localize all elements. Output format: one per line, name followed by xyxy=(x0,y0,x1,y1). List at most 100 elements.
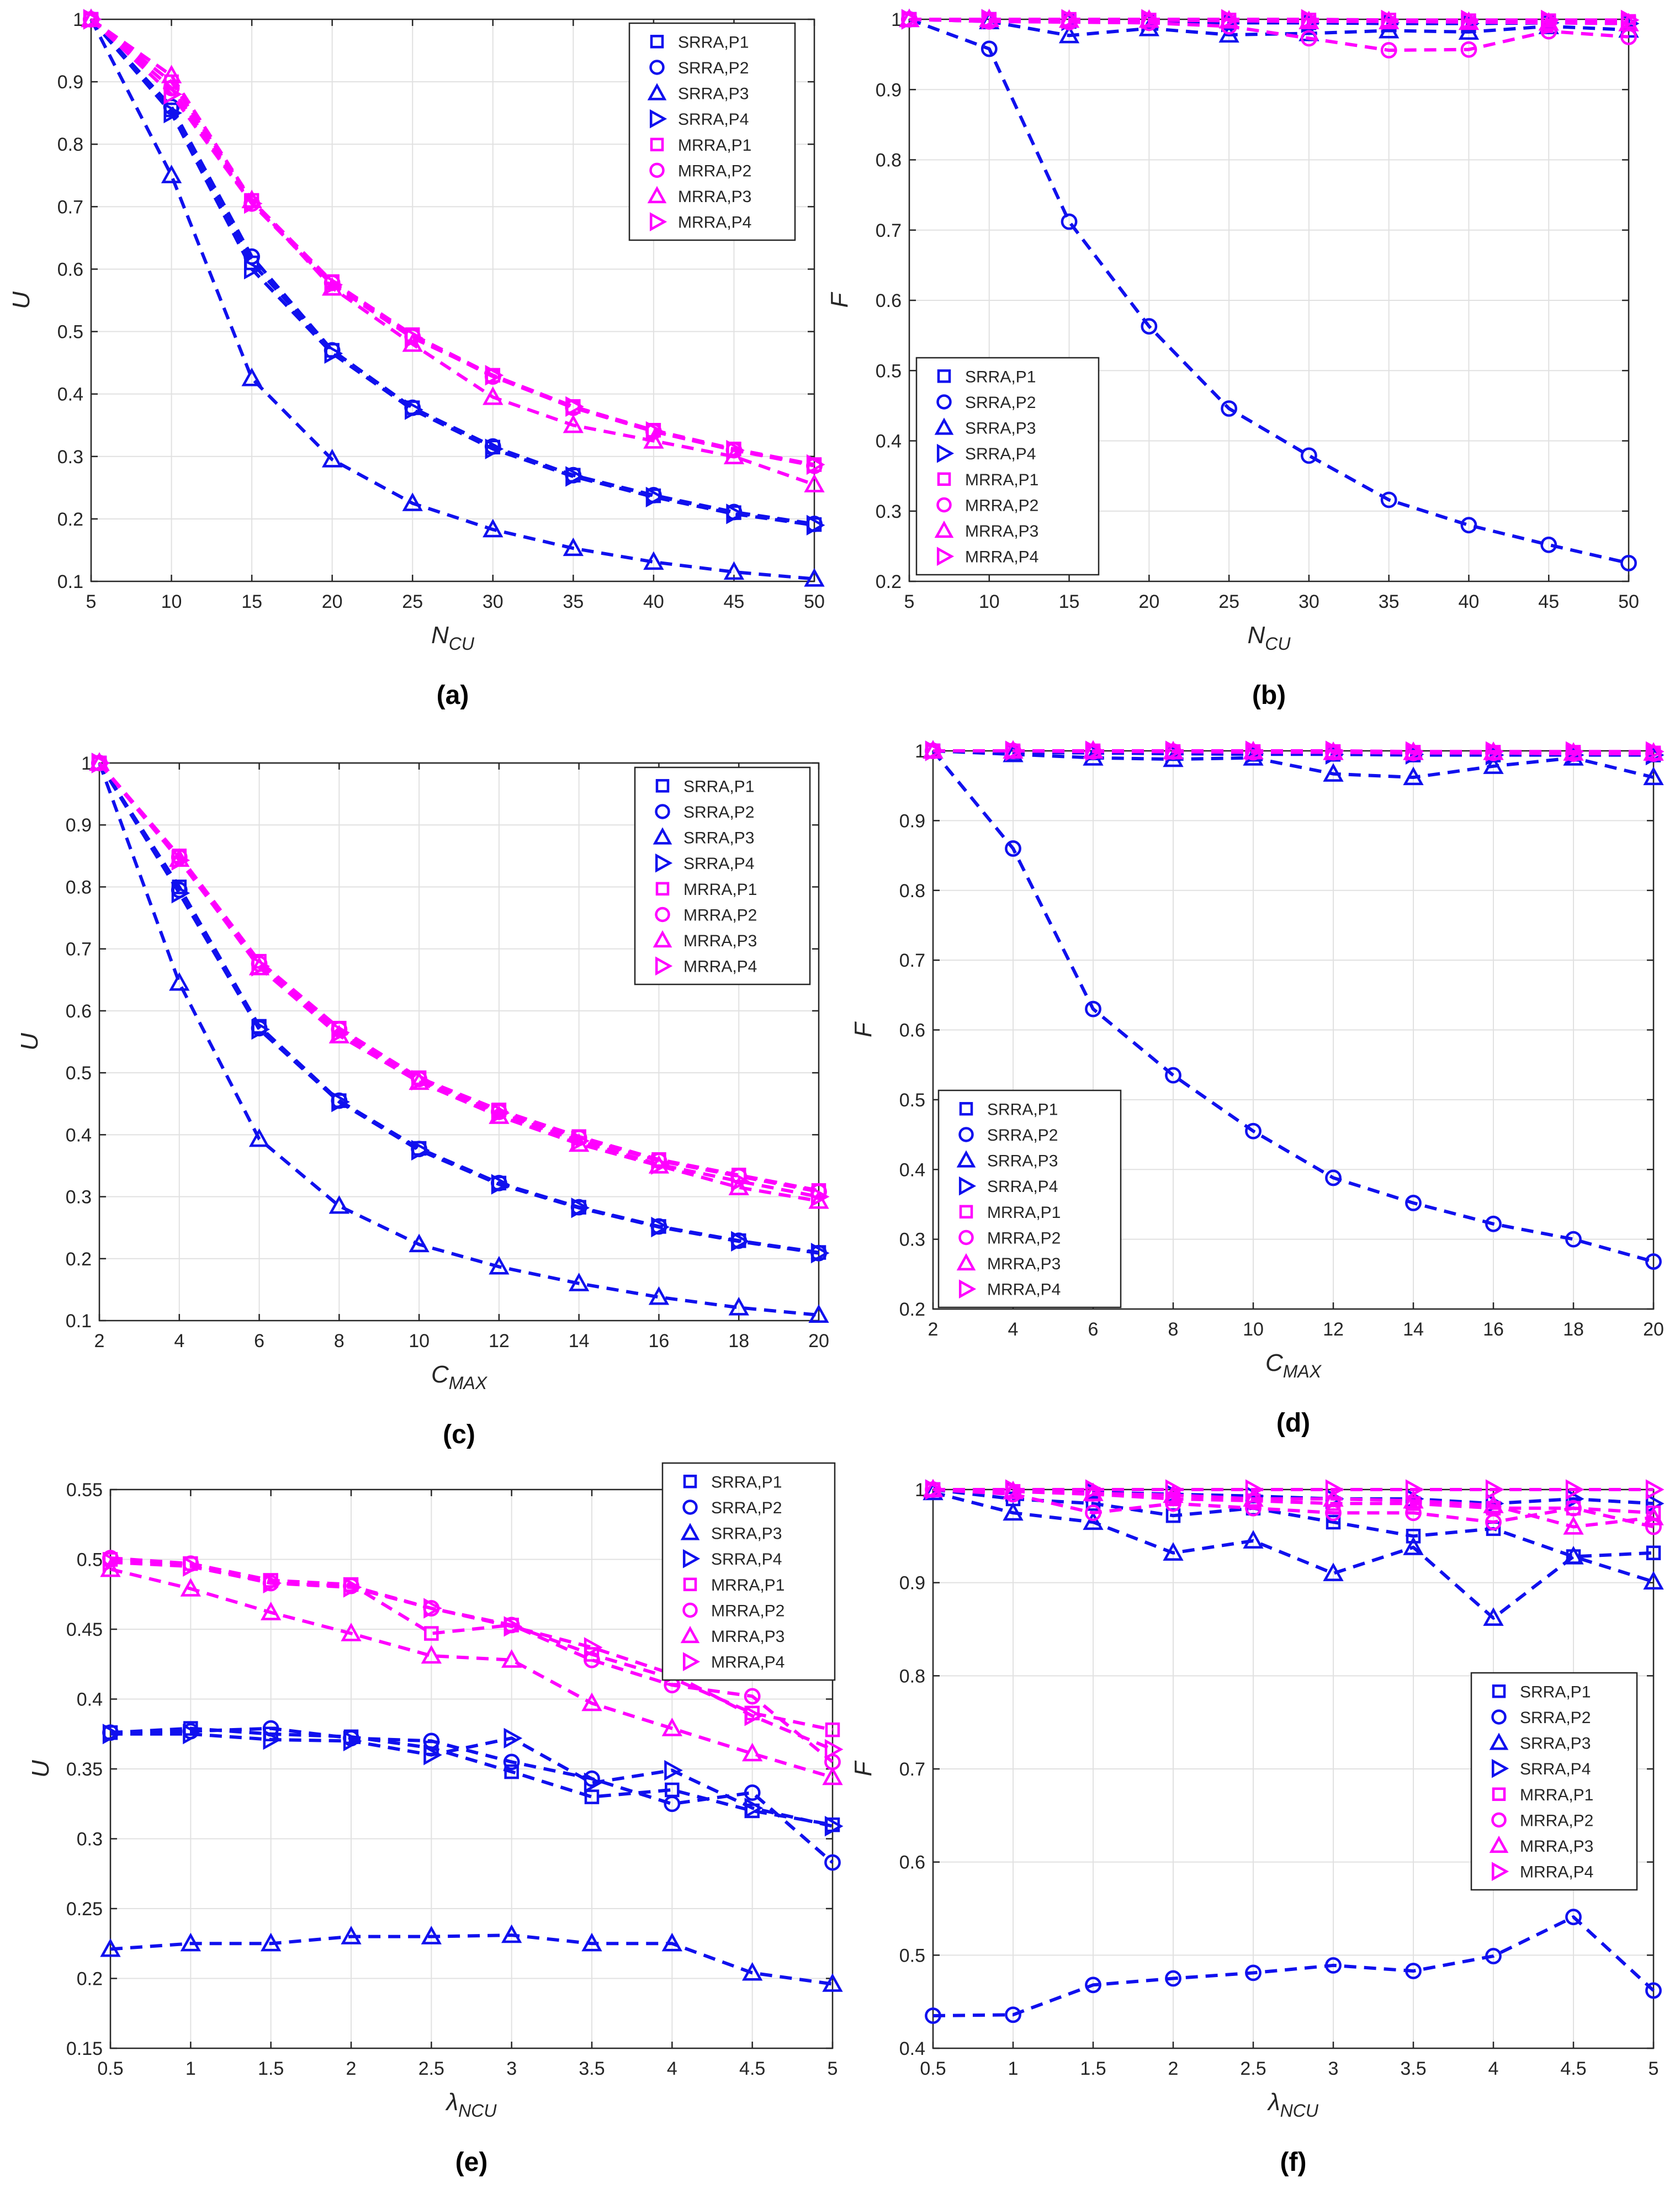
x-tick-label: 45 xyxy=(1538,591,1559,612)
data-point-triangle-up-marker xyxy=(1483,1607,1504,1626)
data-point-triangle-right-marker xyxy=(565,396,584,417)
legend-label: MRRA,P3 xyxy=(711,1628,785,1646)
legend-item: SRRA,P3 xyxy=(653,827,754,847)
x-tick-label: 0.5 xyxy=(97,2058,123,2079)
x-tick-label: 30 xyxy=(483,591,504,612)
legend-item: SRRA,P4 xyxy=(649,109,749,129)
y-tick-label: 0.4 xyxy=(899,1159,925,1180)
data-point-triangle-up-marker xyxy=(728,1177,749,1195)
data-point-triangle-right-marker xyxy=(1221,9,1240,30)
data-point-circle-marker xyxy=(1221,400,1238,417)
data-point-triangle-right-marker xyxy=(504,1728,523,1749)
data-point-triangle-right-marker xyxy=(251,1019,271,1040)
data-point-triangle-right-marker xyxy=(251,956,271,977)
x-tick-label: 10 xyxy=(161,591,182,612)
x-tick-label: 2.5 xyxy=(418,2058,444,2079)
data-point-triangle-up-marker xyxy=(81,8,102,28)
panel-caption: (d) xyxy=(1276,1408,1310,1438)
x-axis-label-main: λ xyxy=(1267,2089,1280,2116)
y-tick-label: 0.5 xyxy=(899,1945,925,1966)
data-point-triangle-up-marker xyxy=(1163,1542,1184,1561)
x-tick-label: 10 xyxy=(1243,1319,1264,1340)
legend-item: SRRA,P3 xyxy=(647,83,749,103)
legend-label: SRRA,P2 xyxy=(1520,1709,1591,1727)
legend-triangle-up-marker xyxy=(680,1625,700,1644)
legend-label: MRRA,P1 xyxy=(678,136,751,155)
series-mrra-p4 xyxy=(91,753,830,1207)
legend-square-marker xyxy=(655,779,670,793)
legend-item: SRRA,P4 xyxy=(936,443,1036,463)
data-point-triangle-right-marker xyxy=(1245,740,1264,761)
data-point-circle-marker xyxy=(664,1795,681,1813)
x-tick-label: 0.5 xyxy=(920,2058,946,2079)
data-point-triangle-up-marker xyxy=(321,448,343,468)
data-point-circle-marker xyxy=(1325,1957,1342,1974)
legend-item: MRRA,P3 xyxy=(653,930,757,950)
data-point-triangle-up-marker xyxy=(260,1602,282,1620)
legend-label: MRRA,P3 xyxy=(1520,1837,1593,1856)
legend-label: SRRA,P2 xyxy=(683,803,754,822)
legend-square-marker xyxy=(937,472,951,486)
x-tick-label: 6 xyxy=(254,1331,264,1352)
legend-label: MRRA,P2 xyxy=(683,906,757,924)
data-point-triangle-up-marker xyxy=(822,1973,843,1992)
chart-panel-f: 0.5 1 1.5 2 2.5 3 3.5 4 4.5 50.40.50.60.70.80.91λ… xyxy=(850,1479,1665,2177)
legend-label: MRRA,P2 xyxy=(678,162,751,180)
legend-label: SRRA,P3 xyxy=(987,1152,1058,1170)
series-srra-p2 xyxy=(925,743,1662,1270)
data-point-triangle-up-marker xyxy=(1643,1571,1664,1590)
series-line xyxy=(89,18,815,467)
series-line xyxy=(932,1488,1654,1529)
series-srra-p2 xyxy=(925,1909,1662,2024)
x-tick-label: 25 xyxy=(402,591,423,612)
series-line xyxy=(908,18,1629,565)
x-tick-label: 5 xyxy=(1649,2058,1659,2079)
panel-caption: (a) xyxy=(437,681,469,710)
legend-square-marker xyxy=(959,1205,973,1219)
x-tick-label: 40 xyxy=(643,591,664,612)
y-tick-label: 0.2 xyxy=(876,571,902,592)
series-line xyxy=(89,18,815,527)
data-point-triangle-right-marker xyxy=(645,421,665,442)
legend-item: SRRA,P3 xyxy=(956,1150,1058,1170)
series-line xyxy=(98,762,819,1199)
data-point-triangle-up-marker xyxy=(501,1649,522,1668)
data-point-triangle-right-marker xyxy=(1165,1479,1184,1500)
legend-label: MRRA,P1 xyxy=(711,1576,785,1594)
data-point-triangle-up-marker xyxy=(180,1578,202,1597)
data-point-circle-marker xyxy=(1245,1499,1262,1517)
y-tick-label: 0.8 xyxy=(876,150,902,171)
data-point-triangle-up-marker xyxy=(341,1926,362,1944)
data-point-square-marker xyxy=(1406,1529,1421,1544)
data-point-circle-marker xyxy=(1061,213,1078,230)
data-point-triangle-up-marker xyxy=(1323,1562,1344,1581)
data-point-square-marker xyxy=(424,1626,439,1641)
series-mrra-p3 xyxy=(923,1479,1664,1535)
y-tick-label: 0.5 xyxy=(66,1063,92,1084)
legend: SRRA,P1 SRRA,P2 SRRA,P3 SRRA,P4 MRRA,P1 MRRA,… xyxy=(937,1089,1122,1308)
legend-triangle-right-marker xyxy=(682,1549,701,1569)
x-tick-label: 20 xyxy=(808,1331,829,1352)
data-point-triangle-up-marker xyxy=(1323,763,1344,782)
legend-triangle-up-marker xyxy=(956,1253,976,1271)
data-point-circle-marker xyxy=(1141,318,1158,335)
legend-item: MRRA,P3 xyxy=(680,1625,785,1646)
axes-box xyxy=(90,18,815,582)
data-point-triangle-right-marker xyxy=(901,9,920,30)
legend-box xyxy=(1470,1672,1638,1891)
series-line xyxy=(89,18,815,581)
legend-item: SRRA,P4 xyxy=(655,853,754,873)
legend-item: MRRA,P1 xyxy=(683,1576,785,1594)
legend-item: MRRA,P1 xyxy=(1492,1786,1593,1804)
y-tick-label: 0.8 xyxy=(57,134,83,155)
legend-triangle-up-marker xyxy=(1489,1835,1509,1853)
data-point-triangle-up-marker xyxy=(1483,755,1504,774)
legend-triangle-right-marker xyxy=(655,853,673,873)
data-point-triangle-right-marker xyxy=(1325,1479,1344,1500)
series-line xyxy=(110,1567,833,1779)
y-tick-label: 0.4 xyxy=(77,1689,103,1710)
data-point-triangle-right-marker xyxy=(1085,1479,1104,1500)
data-point-circle-marker xyxy=(1485,1215,1502,1232)
legend-item: MRRA,P2 xyxy=(958,1229,1061,1247)
